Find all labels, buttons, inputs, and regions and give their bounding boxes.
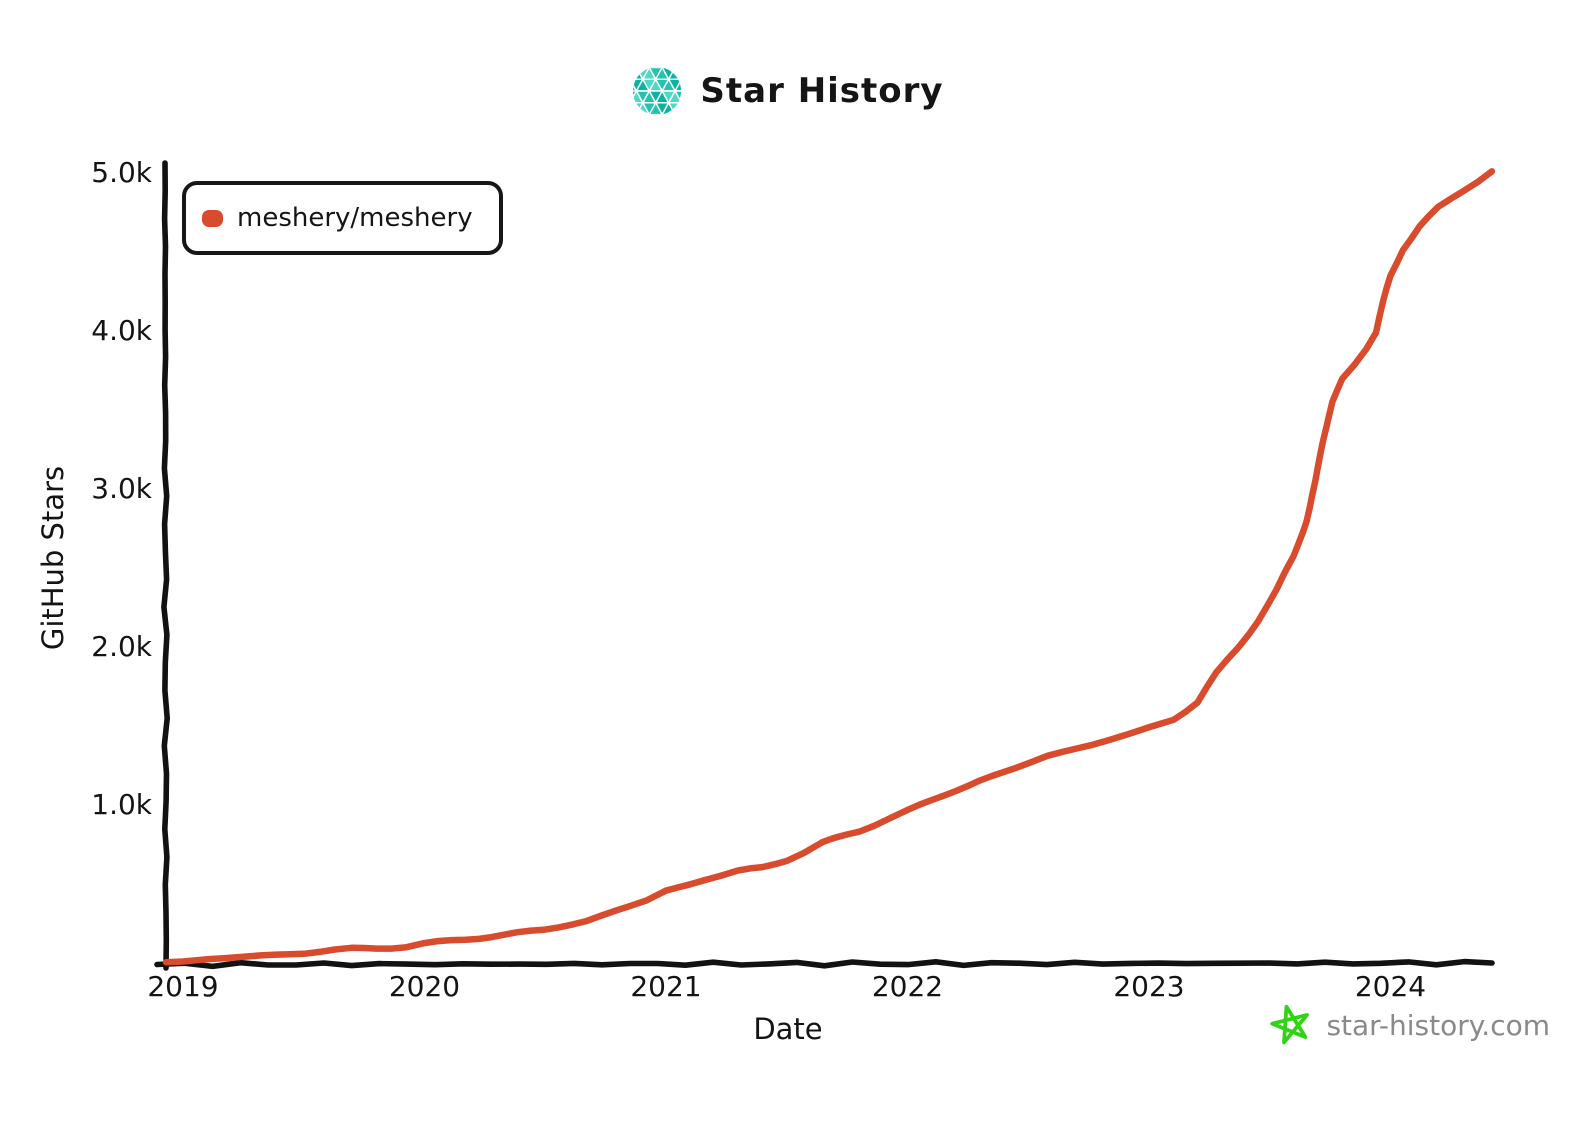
star-icon xyxy=(1270,1004,1310,1045)
y-axis-line xyxy=(161,160,170,971)
legend[interactable]: meshery/meshery xyxy=(182,181,503,255)
x-tick-label: 2024 xyxy=(1354,970,1427,1003)
star-history-logo-icon xyxy=(633,67,682,115)
x-tick-label: 2021 xyxy=(630,970,702,1003)
page-title: Star History xyxy=(700,71,944,111)
footer: star-history.com xyxy=(1270,1004,1550,1046)
x-axis-line xyxy=(154,958,1495,970)
footer-site-link[interactable]: star-history.com xyxy=(1326,1008,1550,1042)
series-line-meshery-meshery xyxy=(162,168,1496,966)
y-tick-label: 5.0k xyxy=(91,156,152,189)
legend-marker-icon xyxy=(202,209,223,227)
x-tick-label: 2020 xyxy=(388,970,461,1003)
y-tick-label: 1.0k xyxy=(91,788,152,821)
y-tick-label: 4.0k xyxy=(91,314,152,347)
y-axis-title: GitHub Stars xyxy=(36,465,70,651)
x-tick-label: 2019 xyxy=(147,970,219,1003)
y-tick-label: 3.0k xyxy=(91,472,152,505)
x-axis-title: Date xyxy=(753,1012,823,1046)
legend-label: meshery/meshery xyxy=(237,203,473,233)
y-tick-label: 2.0k xyxy=(91,630,152,663)
x-tick-label: 2023 xyxy=(1113,970,1185,1003)
x-tick-label: 2022 xyxy=(871,970,944,1003)
header: Star History xyxy=(0,66,1576,116)
